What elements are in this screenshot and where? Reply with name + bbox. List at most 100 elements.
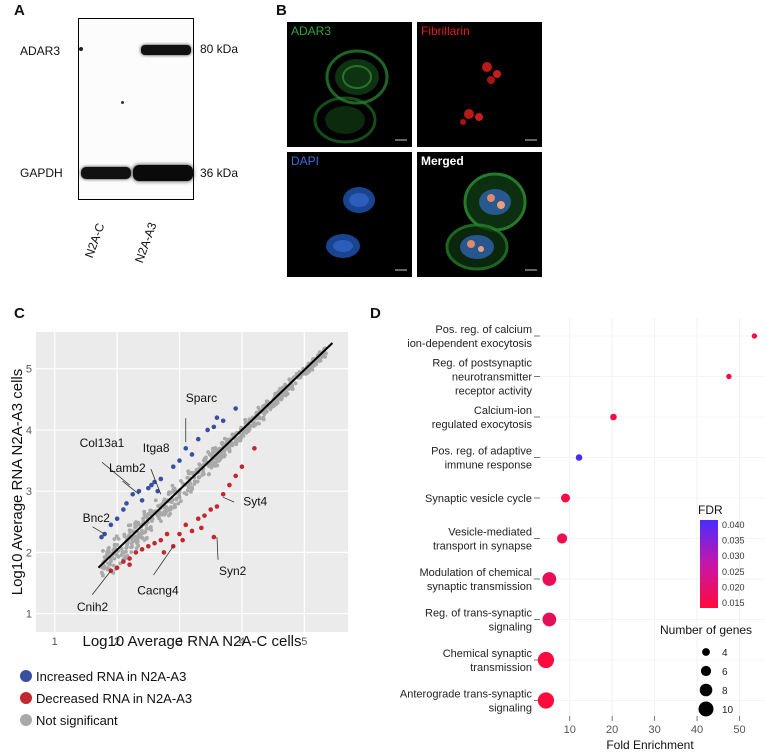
tick-labels: 1 2 3 4 5 1 2 3 4 5 <box>26 364 308 648</box>
point-not-significant <box>122 534 127 539</box>
annotation-bnc2: Bnc2 <box>83 511 111 525</box>
point-not-significant <box>186 469 191 474</box>
annotation-leader <box>91 570 112 596</box>
point-increased <box>220 418 226 424</box>
point-not-significant <box>114 534 119 539</box>
category-label: Synaptic vesicle cycle <box>425 493 532 505</box>
point-decreased <box>199 525 204 531</box>
category-label: Modulation of chemical synaptic transmiss… <box>419 567 532 593</box>
enrichment-dot <box>542 572 557 586</box>
point-not-significant <box>220 442 225 447</box>
annotation-lamb2: Lamb2 <box>109 461 146 475</box>
point-not-significant <box>275 397 280 402</box>
category-label-line: Pos. reg. of adaptive <box>431 446 532 458</box>
lane-label-n2a-a3: N2A-A3 <box>132 220 160 265</box>
y-tick-label: 1 <box>26 609 32 621</box>
x-axis-label: Fold Enrichment <box>606 738 694 752</box>
point-not-significant <box>140 528 144 533</box>
category-label-line: signaling <box>489 703 532 715</box>
point-increased <box>121 507 126 512</box>
x-axis-label: Log10 Average RNA N2A-C cells <box>82 633 301 650</box>
micrograph-fibrillarin: Fibrillarin <box>417 22 542 147</box>
point-not-significant <box>167 506 172 511</box>
point-not-significant <box>134 546 139 551</box>
point-not-significant <box>215 463 220 468</box>
point-not-significant <box>129 545 134 549</box>
point-decreased <box>161 550 167 555</box>
category-label-line: receptor activity <box>455 386 533 398</box>
point-not-significant <box>159 519 163 524</box>
lane-label-n2a-c: N2A-C <box>82 221 108 260</box>
point-decreased <box>202 513 207 518</box>
fdr-tick-label: 0.035 <box>722 536 745 546</box>
point-not-significant <box>136 530 141 535</box>
point-increased <box>183 446 189 451</box>
adar3-cells <box>313 49 407 144</box>
kda-80-label: 80 kDa <box>200 42 239 56</box>
point-not-significant <box>230 443 235 448</box>
point-decreased <box>233 473 238 479</box>
x-tick-label: 20 <box>606 724 618 736</box>
fdr-colorbar <box>700 520 718 608</box>
point-not-significant <box>129 550 134 554</box>
point-not-significant <box>206 472 211 477</box>
category-label: Pos. reg. of adaptive immune response <box>431 446 532 472</box>
point-decreased <box>139 547 145 552</box>
point-not-significant <box>174 497 179 502</box>
kda-36-label: 36 kDa <box>200 166 239 180</box>
point-not-significant <box>126 523 131 528</box>
point-decreased <box>183 522 189 528</box>
point-increased <box>139 498 145 503</box>
point-decreased <box>252 446 257 451</box>
point-decreased <box>208 507 214 512</box>
enrichment-dot <box>560 493 570 503</box>
x-tick-label: 1 <box>52 636 58 648</box>
point-not-significant <box>244 430 249 435</box>
x-tick-label: 4 <box>239 636 245 648</box>
adar3-row-label: ADAR3 <box>20 44 61 58</box>
enrichment-dot <box>542 612 557 627</box>
x-tick-label: 50 <box>733 724 745 736</box>
tile-label-merged: Merged <box>421 154 464 168</box>
enrichment-dots <box>537 333 758 709</box>
category-label-line: Reg. of trans-synaptic <box>425 608 532 620</box>
point-not-significant <box>101 549 105 553</box>
category-label-line: regulated exocytosis <box>432 419 533 431</box>
fdr-tick-label: 0.030 <box>722 551 745 561</box>
point-decreased <box>152 540 157 546</box>
point-not-significant <box>114 552 118 557</box>
x-tick-label: 2 <box>114 636 120 648</box>
point-not-significant <box>261 415 266 420</box>
panel-b-label: B <box>276 2 287 19</box>
annotation-leader <box>216 537 219 560</box>
point-decreased <box>127 556 132 561</box>
category-label-line: synaptic transmission <box>427 581 532 593</box>
point-decreased <box>220 491 226 497</box>
annotation-cnih2: Cnih2 <box>77 600 109 614</box>
size-legend-label: 4 <box>722 648 728 659</box>
annotation-leader <box>122 480 140 495</box>
point-not-significant <box>275 400 280 405</box>
x-tick-labels: 10 20 30 40 50 <box>564 716 746 736</box>
panel-d-label: D <box>370 305 381 322</box>
point-decreased <box>214 504 220 509</box>
enrichment-dot-plot: Pos. reg. of calcium ion-dependent exocyt… <box>400 318 765 752</box>
enrichment-dot <box>575 454 583 461</box>
fdr-tick-label: 0.015 <box>722 598 745 608</box>
scatter-plot-c: Sparc Itga8 Col13a1 Lamb2 Bnc2 Syt4 Syn2 Cacng4… <box>9 332 348 650</box>
point-not-significant <box>153 498 158 503</box>
point-not-significant <box>123 556 128 561</box>
size-legend: 4 6 8 10 <box>698 648 734 717</box>
point-not-significant <box>190 487 195 492</box>
point-not-significant <box>112 542 117 547</box>
category-label-line: Modulation of chemical <box>419 567 532 579</box>
legend-item-decreased: Decreased RNA in N2A-A3 <box>20 687 192 709</box>
annotation-leader <box>153 546 174 576</box>
point-not-significant <box>206 450 211 454</box>
legend-item-increased: Increased RNA in N2A-A3 <box>20 665 192 687</box>
category-label-line: signaling <box>489 622 532 634</box>
point-decreased <box>227 482 232 488</box>
enrichment-dot <box>751 333 758 339</box>
x-tick-label: 10 <box>564 724 576 736</box>
fit-line-path <box>97 342 334 569</box>
